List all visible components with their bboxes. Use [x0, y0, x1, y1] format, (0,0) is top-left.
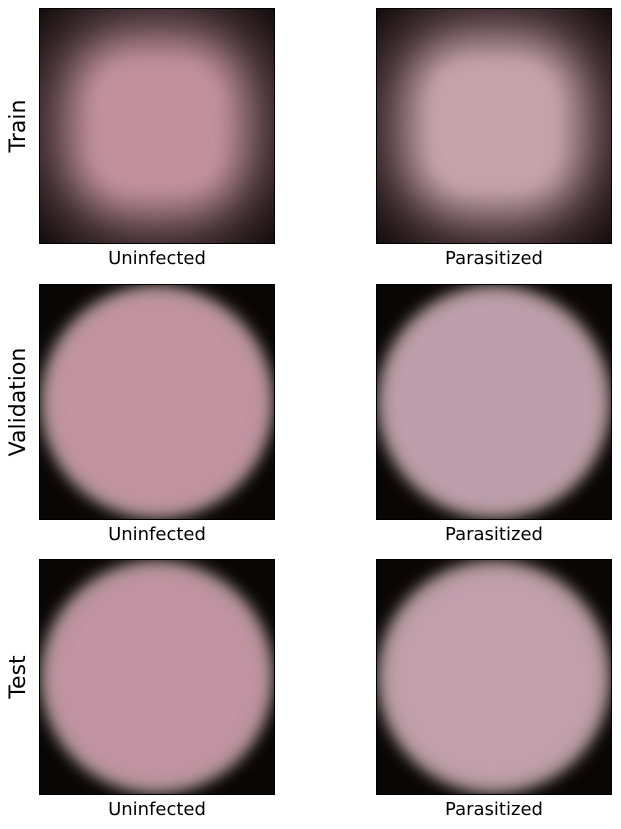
- image-panel: [39, 284, 275, 520]
- frame: [39, 8, 275, 244]
- cell: [386, 569, 602, 785]
- frame: [39, 284, 275, 520]
- panel-caption: Parasitized: [445, 248, 543, 269]
- panel-caption: Uninfected: [108, 524, 206, 545]
- image-panel: [39, 559, 275, 795]
- row-label: Test: [6, 655, 31, 700]
- image-panel: [39, 8, 275, 244]
- cell: [49, 294, 265, 510]
- panel-caption: Uninfected: [108, 248, 206, 269]
- row-label: Validation: [6, 348, 31, 457]
- image-panel: [376, 284, 612, 520]
- row-label: Train: [6, 100, 31, 154]
- mean-image: [376, 559, 612, 795]
- image-panel: [376, 559, 612, 795]
- panel-caption: Parasitized: [445, 799, 543, 820]
- cell-core: [94, 63, 220, 189]
- frame: [39, 559, 275, 795]
- mean-image: [39, 284, 275, 520]
- panel-caption: Uninfected: [108, 799, 206, 820]
- cell: [49, 569, 265, 785]
- mean-image: [39, 559, 275, 795]
- cell-core: [431, 63, 557, 189]
- frame: [376, 8, 612, 244]
- mean-image: [376, 284, 612, 520]
- panel-caption: Parasitized: [445, 524, 543, 545]
- mean-image: [376, 8, 612, 244]
- mean-image: [39, 8, 275, 244]
- frame: [376, 559, 612, 795]
- frame: [376, 284, 612, 520]
- cell: [386, 294, 602, 510]
- image-panel: [376, 8, 612, 244]
